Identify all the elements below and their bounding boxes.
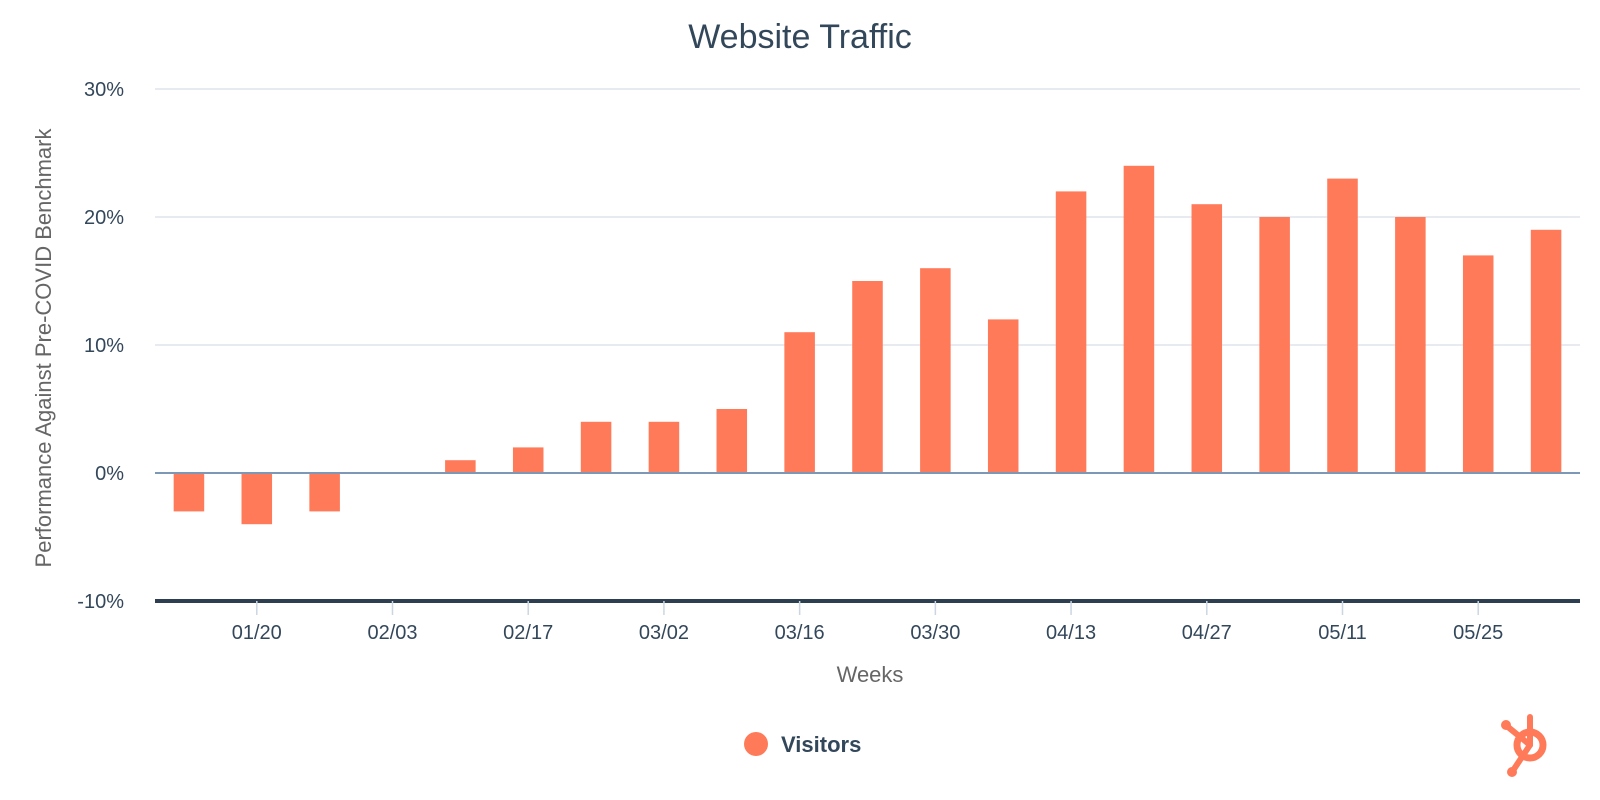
bar[interactable] xyxy=(648,421,680,473)
y-tick-label: -10% xyxy=(77,591,124,613)
bar[interactable] xyxy=(1395,217,1426,473)
bar[interactable] xyxy=(920,268,951,473)
legend-label: Visitors xyxy=(781,732,861,757)
bar[interactable] xyxy=(852,281,883,473)
bar[interactable] xyxy=(1123,165,1155,474)
legend-marker-icon xyxy=(744,732,768,756)
y-tick-label: 0% xyxy=(95,463,124,485)
bar[interactable] xyxy=(241,473,273,525)
bar[interactable] xyxy=(716,409,748,473)
bar[interactable] xyxy=(1530,229,1562,473)
bar[interactable] xyxy=(1055,191,1087,473)
bar[interactable] xyxy=(309,473,340,512)
bar[interactable] xyxy=(580,421,612,473)
x-axis-title: Weeks xyxy=(837,662,904,687)
axes xyxy=(155,472,1580,603)
bar[interactable] xyxy=(445,460,476,473)
bar[interactable] xyxy=(987,319,1019,473)
y-axis-title: Performance Against Pre-COVID Benchmark xyxy=(31,128,56,568)
bar[interactable] xyxy=(1191,204,1223,473)
x-tick-label: 05/25 xyxy=(1453,622,1503,644)
chart-title: Website Traffic xyxy=(688,18,912,56)
y-tick-label: 20% xyxy=(84,207,124,229)
x-tick-label: 02/17 xyxy=(503,622,553,644)
bar[interactable] xyxy=(784,332,815,473)
bars xyxy=(173,165,1562,525)
x-tick-label: 04/13 xyxy=(1046,622,1096,644)
logo-ring xyxy=(1513,728,1547,762)
x-tick-label: 01/20 xyxy=(232,622,282,644)
bar[interactable] xyxy=(512,447,544,473)
bar[interactable] xyxy=(1259,217,1290,473)
logo-dot xyxy=(1507,767,1517,777)
bar[interactable] xyxy=(173,473,205,512)
x-tick-label: 02/03 xyxy=(367,622,417,644)
y-axis-ticks: 30% 20% 10% 0% -10% xyxy=(77,79,124,613)
x-tick-label: 03/02 xyxy=(639,622,689,644)
bar[interactable] xyxy=(1462,255,1494,473)
x-tick-label: 04/27 xyxy=(1182,622,1232,644)
legend[interactable]: Visitors xyxy=(744,732,861,757)
bar[interactable] xyxy=(1327,178,1358,473)
hubspot-logo-icon xyxy=(1501,714,1547,777)
x-tick-label: 03/16 xyxy=(775,622,825,644)
x-axis-ticks: 01/20 02/03 02/17 03/02 03/16 03/30 04/13 04/27… xyxy=(232,601,1503,644)
x-tick-label: 05/11 xyxy=(1318,622,1367,644)
y-tick-label: 30% xyxy=(84,79,124,101)
y-tick-label: 10% xyxy=(84,335,124,357)
x-tick-label: 03/30 xyxy=(910,622,960,644)
logo-dot xyxy=(1501,720,1511,730)
